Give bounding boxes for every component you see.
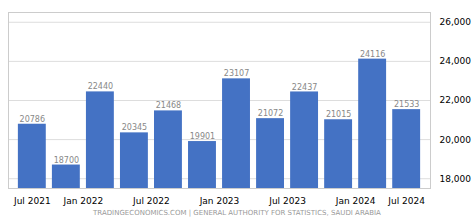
svg-text:Jul 2021: Jul 2021 xyxy=(13,196,51,206)
svg-text:23107: 23107 xyxy=(224,69,249,78)
svg-text:19901: 19901 xyxy=(190,132,215,141)
svg-text:21072: 21072 xyxy=(258,109,283,118)
svg-text:22437: 22437 xyxy=(292,83,317,92)
svg-text:21468: 21468 xyxy=(156,101,181,110)
svg-text:24116: 24116 xyxy=(360,50,385,59)
svg-text:21533: 21533 xyxy=(394,100,419,109)
svg-text:18700: 18700 xyxy=(54,156,79,165)
svg-text:21015: 21015 xyxy=(326,110,351,119)
svg-text:Jul 2022: Jul 2022 xyxy=(132,196,170,206)
svg-text:22,000: 22,000 xyxy=(440,95,472,105)
svg-text:Jan 2023: Jan 2023 xyxy=(199,196,240,206)
svg-text:Jul 2024: Jul 2024 xyxy=(387,196,425,206)
svg-text:20,000: 20,000 xyxy=(440,134,472,144)
svg-text:Jan 2024: Jan 2024 xyxy=(335,196,376,206)
svg-text:20786: 20786 xyxy=(20,115,45,124)
svg-text:Jul 2023: Jul 2023 xyxy=(268,196,306,206)
svg-text:18,000: 18,000 xyxy=(440,174,472,184)
svg-text:20345: 20345 xyxy=(122,123,147,132)
html-text:TRADINGECONOMICS.COM | GENERAL: TRADINGECONOMICS.COM | GENERAL AUTHORITY… xyxy=(93,209,381,217)
svg-text:26,000: 26,000 xyxy=(440,17,472,27)
svg-text:22440: 22440 xyxy=(88,82,113,91)
svg-text:24,000: 24,000 xyxy=(440,56,472,66)
svg-text:Jan 2022: Jan 2022 xyxy=(63,196,104,206)
